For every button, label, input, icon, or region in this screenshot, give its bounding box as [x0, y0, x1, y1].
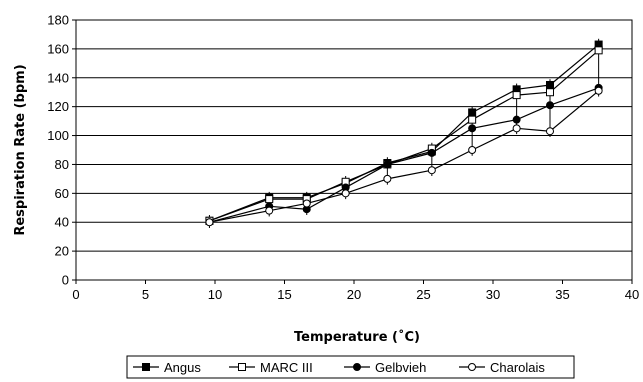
y-tick-label: 0 — [62, 273, 69, 288]
legend-marker-angus — [142, 363, 150, 371]
data-point-charolais — [468, 146, 477, 154]
y-tick-label: 20 — [55, 244, 69, 259]
data-point-charolais — [265, 206, 274, 215]
series-line-charolais — [209, 90, 600, 223]
legend-label-gelbvieh: Gelbvieh — [375, 360, 426, 375]
y-tick-label: 80 — [55, 157, 69, 172]
data-point-gelbvieh — [545, 101, 554, 110]
data-point-gelbvieh — [512, 115, 521, 124]
x-axis: 0 5 10 15 20 25 30 35 40 — [72, 280, 639, 302]
data-point-charolais — [341, 189, 350, 198]
y-tick-label: 120 — [47, 99, 69, 114]
data-point-marc-iii — [512, 91, 521, 100]
series-line-angus — [209, 44, 600, 222]
x-tick-label: 40 — [625, 287, 639, 302]
y-tick-label: 140 — [47, 70, 69, 85]
data-point-gelbvieh — [468, 124, 477, 133]
data-point-charolais — [545, 127, 554, 136]
series-line-gelbvieh — [209, 87, 599, 223]
legend-label-marc-iii: MARC III — [260, 360, 313, 375]
legend-marker-marc-iii — [238, 363, 246, 371]
data-point-charolais — [205, 218, 214, 227]
legend-item-angus: Angus — [133, 360, 201, 375]
data-point-gelbvieh — [427, 148, 436, 157]
x-tick-label: 0 — [72, 287, 79, 302]
plot-area — [75, 19, 633, 281]
data-point-charolais — [512, 124, 521, 133]
legend-item-gelbvieh: Gelbvieh — [344, 360, 426, 375]
series-charolais — [205, 86, 603, 227]
y-tick-label: 100 — [47, 128, 69, 143]
data-point-marc-iii — [265, 195, 274, 204]
y-tick-label: 40 — [55, 215, 69, 230]
data-point-marc-iii — [468, 115, 477, 124]
legend-label-angus: Angus — [164, 360, 201, 375]
legend: Angus MARC III Gelbvieh Charolais — [126, 355, 575, 379]
x-tick-label: 20 — [347, 287, 361, 302]
y-axis: 0 20 40 60 80 100 120 140 160 180 — [47, 13, 76, 288]
x-tick-label: 10 — [208, 287, 222, 302]
data-point-charolais — [383, 174, 392, 183]
x-tick-label: 15 — [277, 287, 291, 302]
data-point-angus — [468, 108, 477, 117]
x-tick-label: 5 — [142, 287, 149, 302]
data-point-charolais — [427, 166, 436, 175]
data-point-marc-iii — [594, 46, 603, 55]
y-tick-label: 180 — [47, 13, 69, 28]
x-axis-title: Temperature (˚C) — [294, 329, 420, 345]
data-point-angus — [545, 81, 554, 89]
legend-item-charolais: Charolais — [459, 360, 545, 375]
y-tick-label: 60 — [55, 186, 69, 201]
x-tick-label: 30 — [486, 287, 500, 302]
legend-marker-charolais — [468, 363, 476, 371]
series-gelbvieh — [205, 83, 603, 227]
grid-lines — [76, 19, 632, 252]
y-tick-label: 160 — [47, 41, 69, 56]
data-point-gelbvieh — [383, 160, 392, 169]
legend-marker-gelbvieh — [353, 363, 361, 371]
x-tick-label: 25 — [416, 287, 430, 302]
x-tick-label: 35 — [555, 287, 569, 302]
data-point-charolais — [594, 86, 603, 95]
legend-item-marc-iii: MARC III — [229, 360, 313, 375]
series-group — [205, 40, 603, 227]
y-axis-title: Respiration Rate (bpm) — [13, 64, 28, 235]
data-point-charolais — [302, 199, 311, 208]
series-line-marc-iii — [209, 49, 600, 222]
legend-label-charolais: Charolais — [490, 360, 545, 375]
data-point-marc-iii — [545, 88, 554, 97]
